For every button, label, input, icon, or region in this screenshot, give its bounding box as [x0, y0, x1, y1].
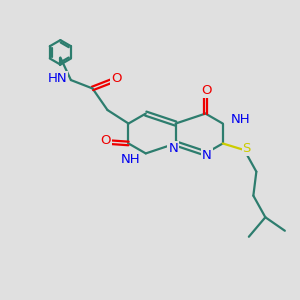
Text: O: O [202, 84, 212, 97]
Text: O: O [100, 134, 111, 147]
Text: N: N [202, 149, 212, 162]
Text: HN: HN [48, 72, 67, 85]
Text: NH: NH [231, 112, 251, 125]
Text: O: O [111, 72, 122, 85]
Text: N: N [168, 142, 178, 155]
Text: S: S [243, 142, 251, 155]
Text: NH: NH [121, 153, 140, 166]
